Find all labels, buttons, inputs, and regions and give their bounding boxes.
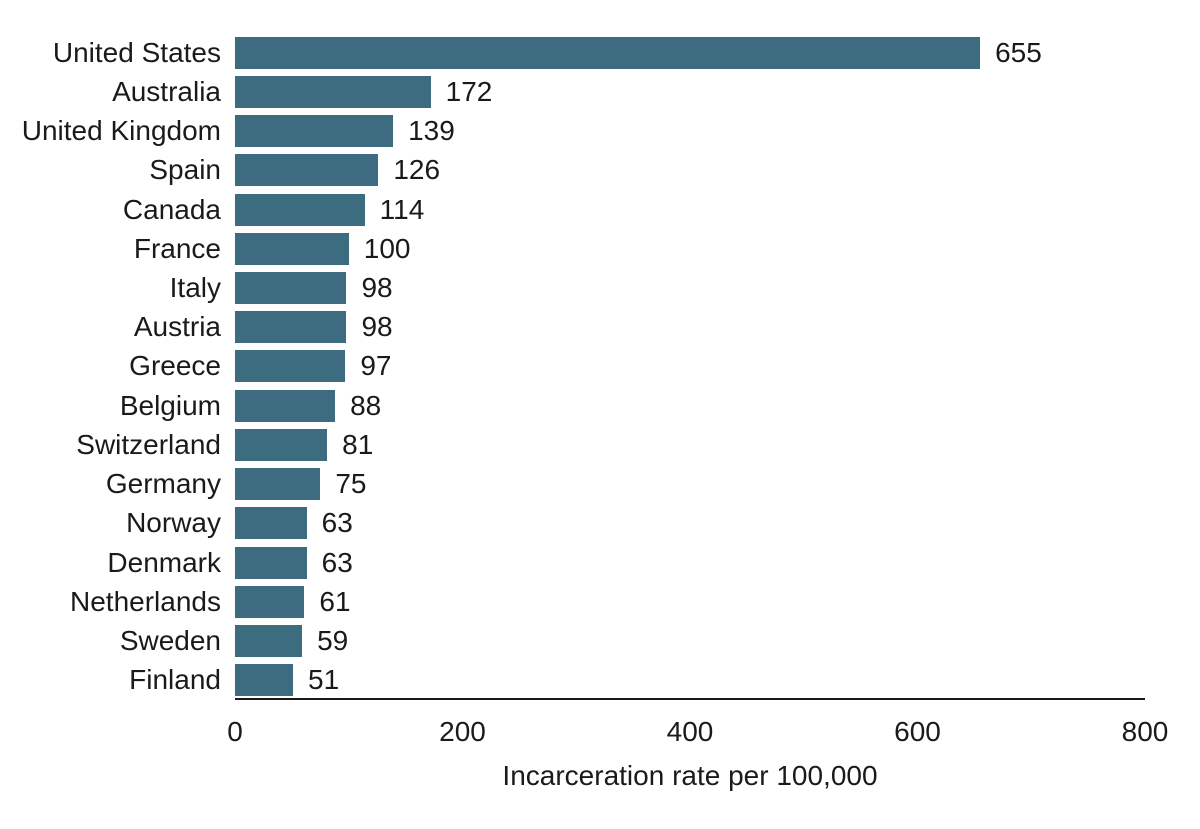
bar-row: Norway 63 bbox=[0, 504, 1145, 543]
value-label: 98 bbox=[361, 272, 393, 304]
bar-row: Switzerland 81 bbox=[0, 425, 1145, 464]
bar bbox=[235, 154, 379, 187]
bar-track: 63 bbox=[235, 507, 1145, 540]
value-label: 63 bbox=[321, 546, 353, 578]
bar-track: 61 bbox=[235, 585, 1145, 618]
bar-track: 88 bbox=[235, 389, 1145, 422]
bar bbox=[235, 389, 336, 422]
bar-track: 98 bbox=[235, 272, 1145, 305]
bar-track: 97 bbox=[235, 350, 1145, 383]
category-label: Netherlands bbox=[70, 585, 221, 617]
value-label: 139 bbox=[408, 115, 455, 147]
category-label: Germany bbox=[105, 468, 221, 500]
bar-row: United Kingdom 139 bbox=[0, 111, 1145, 150]
category-label: France bbox=[133, 232, 221, 264]
bar bbox=[235, 585, 305, 618]
bar bbox=[235, 507, 307, 540]
bar bbox=[235, 350, 346, 383]
bar-row: Finland 51 bbox=[0, 661, 1145, 700]
bar-row: Italy 98 bbox=[0, 268, 1145, 307]
value-label: 114 bbox=[379, 193, 425, 225]
bar-track: 100 bbox=[235, 232, 1145, 265]
bar-row: Spain 126 bbox=[0, 151, 1145, 190]
bar-track: 126 bbox=[235, 154, 1145, 187]
bar bbox=[235, 664, 293, 697]
bar bbox=[235, 625, 303, 658]
bar-row: France 100 bbox=[0, 229, 1145, 268]
x-axis-title: Incarceration rate per 100,000 bbox=[502, 760, 878, 791]
value-label: 59 bbox=[317, 625, 349, 657]
bar-track: 75 bbox=[235, 468, 1145, 501]
value-label: 75 bbox=[335, 468, 367, 500]
value-label: 655 bbox=[995, 36, 1042, 68]
bar-row: Germany 75 bbox=[0, 465, 1145, 504]
x-axis-ticks: 0 200 400 600 800 bbox=[227, 716, 1168, 750]
bar bbox=[235, 428, 328, 461]
bar-track: 98 bbox=[235, 311, 1145, 344]
category-label: Belgium bbox=[119, 389, 221, 421]
bar bbox=[235, 546, 307, 579]
category-label: Denmark bbox=[107, 546, 221, 578]
bar-track: 81 bbox=[235, 428, 1145, 461]
category-label: Norway bbox=[126, 507, 221, 539]
bar-row: Canada 114 bbox=[0, 190, 1145, 229]
bar-track: 51 bbox=[235, 664, 1145, 697]
category-label: Australia bbox=[112, 75, 221, 107]
bar-track: 63 bbox=[235, 546, 1145, 579]
bar-row: Austria 98 bbox=[0, 308, 1145, 347]
bar bbox=[235, 232, 349, 265]
bar bbox=[235, 193, 365, 226]
bar-row: Sweden 59 bbox=[0, 622, 1145, 661]
category-label: Italy bbox=[169, 272, 221, 304]
value-label: 172 bbox=[445, 75, 493, 107]
category-label: Finland bbox=[129, 664, 221, 696]
bar bbox=[235, 468, 321, 501]
category-label: Switzerland bbox=[76, 428, 221, 460]
value-label: 63 bbox=[321, 507, 353, 539]
category-label: United States bbox=[52, 36, 221, 68]
x-tick-label: 0 bbox=[227, 716, 243, 747]
value-label: 81 bbox=[342, 428, 374, 460]
category-label: Spain bbox=[149, 154, 221, 186]
bar bbox=[235, 272, 347, 305]
bar-row: Greece 97 bbox=[0, 347, 1145, 386]
bar bbox=[235, 75, 431, 108]
bar-track: 172 bbox=[235, 75, 1145, 108]
bar bbox=[235, 115, 394, 148]
value-label: 88 bbox=[350, 389, 382, 421]
category-label: United Kingdom bbox=[21, 115, 221, 147]
bar-row: United States 655 bbox=[0, 33, 1145, 72]
bar-track: 59 bbox=[235, 625, 1145, 658]
bar-row: Denmark 63 bbox=[0, 543, 1145, 582]
bar-track: 114 bbox=[235, 193, 1145, 226]
x-tick-label: 600 bbox=[894, 716, 941, 747]
bar-row: Australia 172 bbox=[0, 72, 1145, 111]
value-label: 100 bbox=[363, 232, 411, 264]
value-label: 61 bbox=[319, 585, 351, 617]
category-label: Austria bbox=[133, 311, 221, 343]
bar bbox=[235, 311, 347, 344]
bar-track: 655 bbox=[235, 36, 1145, 69]
value-label: 126 bbox=[393, 154, 441, 186]
x-axis-line bbox=[235, 698, 1145, 700]
bar-rows: United States 655 Australia 172 United Kingd… bbox=[0, 33, 1145, 700]
bar-row: Belgium 88 bbox=[0, 386, 1145, 425]
value-label: 97 bbox=[360, 350, 392, 382]
bar-row: Netherlands 61 bbox=[0, 582, 1145, 621]
x-tick-label: 800 bbox=[1121, 716, 1169, 747]
bar-track: 139 bbox=[235, 115, 1145, 148]
x-tick-label: 200 bbox=[439, 716, 486, 747]
bar bbox=[235, 36, 981, 69]
category-label: Greece bbox=[129, 350, 221, 382]
category-label: Canada bbox=[122, 193, 221, 225]
value-label: 51 bbox=[308, 664, 340, 696]
category-label: Sweden bbox=[119, 625, 221, 657]
value-label: 98 bbox=[361, 311, 393, 343]
x-tick-label: 400 bbox=[666, 716, 714, 747]
